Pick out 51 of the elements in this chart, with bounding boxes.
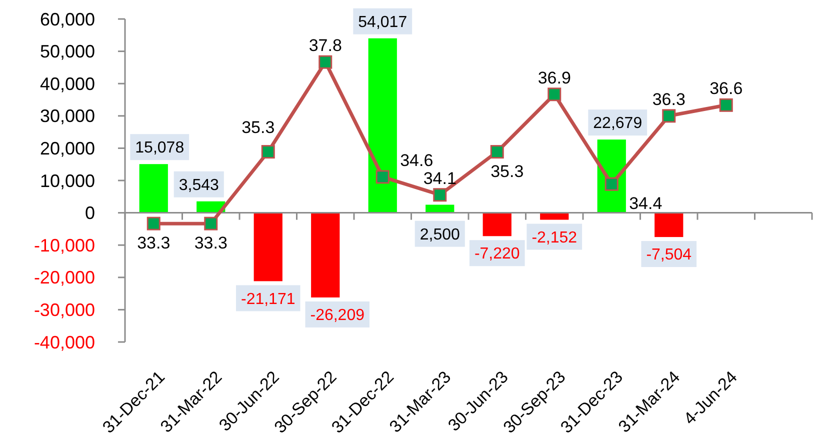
data-label: 36.6 — [710, 79, 743, 98]
data-label: -21,171 — [240, 290, 296, 308]
point — [261, 145, 275, 159]
bar — [311, 212, 340, 298]
y-tick-label: -20,000 — [34, 268, 95, 288]
y-tick-label: -30,000 — [34, 300, 95, 320]
y-tick-label: 20,000 — [40, 138, 95, 158]
bar — [368, 38, 397, 213]
data-label: -2,152 — [532, 229, 578, 246]
data-label: 34.4 — [629, 194, 662, 214]
point — [376, 170, 390, 184]
data-label: -7,504 — [646, 246, 692, 264]
y-tick-label: 60,000 — [40, 9, 95, 30]
point — [719, 98, 733, 112]
data-label: 3,543 — [178, 176, 219, 194]
point — [318, 55, 332, 69]
data-label: 35.3 — [490, 162, 524, 181]
data-label: 15,078 — [135, 140, 184, 157]
point — [548, 88, 562, 102]
data-label: 33.3 — [194, 234, 228, 253]
bar — [139, 164, 168, 213]
bar — [654, 212, 684, 238]
data-label: 34.6 — [400, 150, 434, 170]
data-label: -7,220 — [474, 246, 520, 263]
y-tick-label: 50,000 — [40, 42, 95, 62]
point — [204, 216, 218, 230]
point — [604, 177, 618, 191]
data-label: 2,500 — [420, 226, 460, 244]
point — [662, 109, 676, 123]
y-tick-label: -40,000 — [34, 332, 95, 352]
data-label: 34.1 — [423, 168, 456, 188]
data-label: -26,209 — [310, 307, 365, 324]
bar — [482, 212, 512, 236]
bar — [426, 204, 454, 213]
data-label: 36.9 — [538, 68, 571, 88]
data-label: 22,679 — [593, 115, 642, 132]
bar — [254, 212, 282, 282]
y-tick-label: 0 — [84, 203, 95, 224]
data-label: 33.3 — [137, 234, 170, 253]
data-label: 35.3 — [242, 118, 275, 137]
point — [146, 216, 160, 230]
y-tick-label: 40,000 — [40, 74, 95, 94]
data-label: 36.3 — [652, 90, 686, 109]
data-label: 37.8 — [308, 36, 342, 56]
y-tick-label: 10,000 — [40, 170, 95, 191]
point — [433, 188, 447, 202]
bar — [540, 212, 569, 220]
y-tick-label: -10,000 — [34, 235, 95, 256]
data-label: 54,017 — [358, 14, 408, 31]
y-tick-label: 30,000 — [40, 106, 95, 126]
point — [490, 145, 504, 159]
